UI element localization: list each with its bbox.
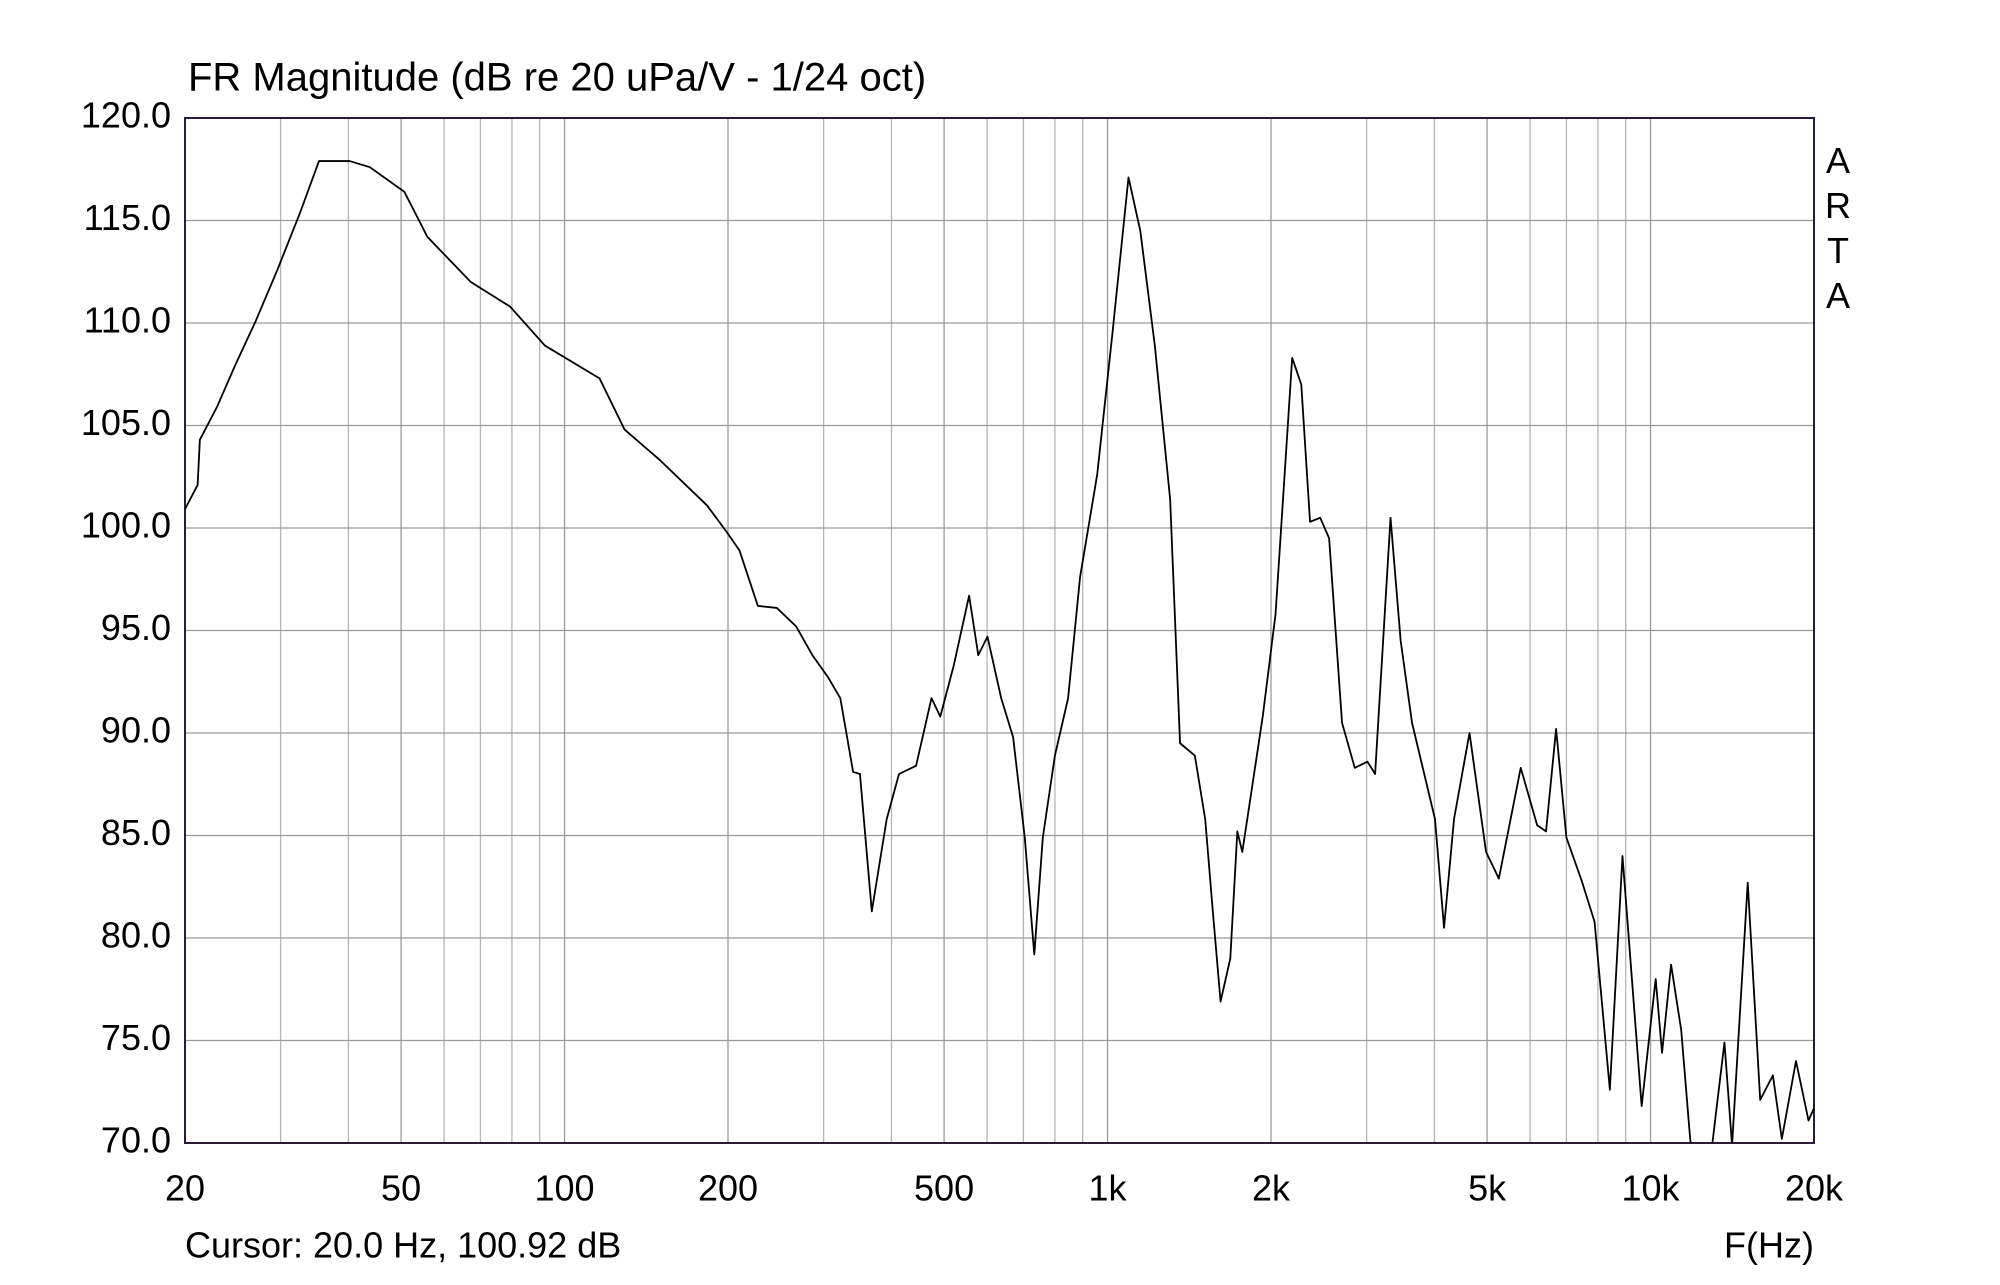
y-tick-label: 120.0	[81, 95, 171, 136]
x-tick-label: 1k	[1089, 1168, 1128, 1209]
y-tick-label: 90.0	[101, 710, 171, 751]
y-tick-label: 110.0	[84, 300, 171, 341]
x-tick-label: 20	[165, 1168, 205, 1209]
x-tick-label: 20k	[1785, 1168, 1844, 1209]
y-tick-label: 75.0	[101, 1017, 171, 1058]
response-curve	[185, 160, 1814, 1143]
x-tick-label: 100	[535, 1168, 595, 1209]
x-axis-label: F(Hz)	[1724, 1225, 1814, 1266]
x-tick-label: 500	[914, 1168, 974, 1209]
y-tick-label: 105.0	[81, 402, 171, 443]
y-tick-label: 115.0	[84, 197, 171, 238]
side-label: ARTA	[1817, 140, 1858, 320]
x-tick-label: 200	[698, 1168, 758, 1209]
x-tick-label: 5k	[1468, 1168, 1507, 1209]
x-tick-label: 2k	[1252, 1168, 1291, 1209]
y-tick-label: 70.0	[101, 1120, 171, 1161]
x-tick-label: 10k	[1622, 1168, 1681, 1209]
x-tick-label: 50	[381, 1168, 421, 1209]
y-tick-label: 100.0	[81, 505, 171, 546]
y-tick-label: 85.0	[101, 812, 171, 853]
cursor-readout: Cursor: 20.0 Hz, 100.92 dB	[185, 1225, 621, 1266]
y-tick-label: 95.0	[101, 607, 171, 648]
plot-frame	[184, 117, 1815, 1144]
y-tick-label: 80.0	[101, 915, 171, 956]
chart-title: FR Magnitude (dB re 20 uPa/V - 1/24 oct)	[188, 56, 926, 100]
